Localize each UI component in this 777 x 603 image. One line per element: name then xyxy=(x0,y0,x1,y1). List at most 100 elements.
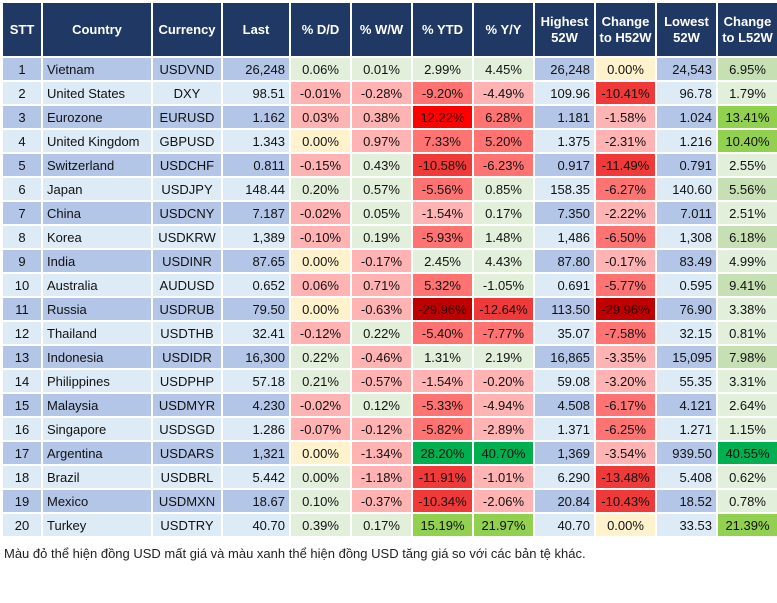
cell-currency: USDSGD xyxy=(151,416,223,442)
cell-ytd: -11.91% xyxy=(411,464,474,490)
header-high52w: Highest 52W xyxy=(533,1,596,58)
cell-ytd: 1.31% xyxy=(411,344,474,370)
cell-ytd: -5.33% xyxy=(411,392,474,418)
cell-currency: USDPHP xyxy=(151,368,223,394)
cell-last: 1,321 xyxy=(221,440,291,466)
header-change-l52w: Change to L52W xyxy=(716,1,777,58)
cell-cl: 10.40% xyxy=(716,128,777,154)
cell-high: 0.917 xyxy=(533,152,596,178)
cell-ch: -5.77% xyxy=(594,272,657,298)
table-row: 6 Japan USDJPY 148.44 0.20% 0.57% -5.56% 0.85% 1… xyxy=(1,176,777,202)
cell-dd: 0.03% xyxy=(289,104,352,130)
cell-ch: -2.22% xyxy=(594,200,657,226)
cell-ytd: 12.22% xyxy=(411,104,474,130)
cell-low: 18.52 xyxy=(655,488,718,514)
cell-low: 939.50 xyxy=(655,440,718,466)
cell-dd: 0.39% xyxy=(289,512,352,538)
cell-country: Mexico xyxy=(41,488,153,514)
cell-high: 40.70 xyxy=(533,512,596,538)
cell-cl: 1.79% xyxy=(716,80,777,106)
cell-ww: -0.57% xyxy=(350,368,413,394)
cell-country: China xyxy=(41,200,153,226)
cell-last: 26,248 xyxy=(221,56,291,82)
cell-ww: -1.34% xyxy=(350,440,413,466)
cell-ytd: 5.32% xyxy=(411,272,474,298)
table-row: 3 Eurozone EURUSD 1.162 0.03% 0.38% 12.22% 6.28… xyxy=(1,104,777,130)
cell-country: Switzerland xyxy=(41,152,153,178)
cell-high: 87.80 xyxy=(533,248,596,274)
cell-high: 1.375 xyxy=(533,128,596,154)
cell-currency: GBPUSD xyxy=(151,128,223,154)
cell-last: 1,389 xyxy=(221,224,291,250)
cell-stt: 16 xyxy=(1,416,43,442)
cell-low: 1.216 xyxy=(655,128,718,154)
cell-ch: -6.25% xyxy=(594,416,657,442)
cell-ww: 0.43% xyxy=(350,152,413,178)
cell-dd: 0.06% xyxy=(289,56,352,82)
cell-country: Brazil xyxy=(41,464,153,490)
cell-low: 15,095 xyxy=(655,344,718,370)
header-currency: Currency xyxy=(151,1,223,58)
cell-ch: -6.27% xyxy=(594,176,657,202)
cell-ww: -1.18% xyxy=(350,464,413,490)
cell-stt: 14 xyxy=(1,368,43,394)
cell-high: 26,248 xyxy=(533,56,596,82)
cell-cl: 2.51% xyxy=(716,200,777,226)
cell-stt: 11 xyxy=(1,296,43,322)
cell-high: 59.08 xyxy=(533,368,596,394)
cell-low: 1,308 xyxy=(655,224,718,250)
table-row: 7 China USDCNY 7.187 -0.02% 0.05% -1.54% 0.17% 7… xyxy=(1,200,777,226)
cell-low: 5.408 xyxy=(655,464,718,490)
cell-yy: -4.94% xyxy=(472,392,535,418)
cell-high: 4.508 xyxy=(533,392,596,418)
cell-country: Japan xyxy=(41,176,153,202)
cell-last: 16,300 xyxy=(221,344,291,370)
table-row: 19 Mexico USDMXN 18.67 0.10% -0.37% -10.34% -2.… xyxy=(1,488,777,514)
cell-yy: -2.89% xyxy=(472,416,535,442)
cell-ww: 0.71% xyxy=(350,272,413,298)
cell-last: 87.65 xyxy=(221,248,291,274)
cell-last: 1.343 xyxy=(221,128,291,154)
cell-stt: 4 xyxy=(1,128,43,154)
cell-last: 1.286 xyxy=(221,416,291,442)
cell-high: 35.07 xyxy=(533,320,596,346)
cell-ch: -3.20% xyxy=(594,368,657,394)
cell-cl: 13.41% xyxy=(716,104,777,130)
cell-ytd: -5.40% xyxy=(411,320,474,346)
cell-high: 1.181 xyxy=(533,104,596,130)
cell-high: 6.290 xyxy=(533,464,596,490)
cell-cl: 0.81% xyxy=(716,320,777,346)
cell-yy: 4.45% xyxy=(472,56,535,82)
cell-ch: -1.58% xyxy=(594,104,657,130)
cell-low: 24,543 xyxy=(655,56,718,82)
cell-yy: 1.48% xyxy=(472,224,535,250)
header-row: STT Country Currency Last % D/D % W/W % … xyxy=(1,1,777,58)
cell-currency: USDINR xyxy=(151,248,223,274)
cell-currency: AUDUSD xyxy=(151,272,223,298)
cell-ytd: 28.20% xyxy=(411,440,474,466)
table-row: 13 Indonesia USDIDR 16,300 0.22% -0.46% 1.31% 2… xyxy=(1,344,777,370)
cell-stt: 8 xyxy=(1,224,43,250)
cell-country: Korea xyxy=(41,224,153,250)
cell-stt: 2 xyxy=(1,80,43,106)
cell-currency: USDRUB xyxy=(151,296,223,322)
cell-high: 109.96 xyxy=(533,80,596,106)
cell-ww: -0.63% xyxy=(350,296,413,322)
cell-stt: 13 xyxy=(1,344,43,370)
cell-ww: -0.12% xyxy=(350,416,413,442)
cell-yy: 0.85% xyxy=(472,176,535,202)
cell-yy: -1.01% xyxy=(472,464,535,490)
cell-country: Eurozone xyxy=(41,104,153,130)
fx-table: STT Country Currency Last % D/D % W/W % … xyxy=(1,1,777,538)
table-row: 12 Thailand USDTHB 32.41 -0.12% 0.22% -5.40% -7… xyxy=(1,320,777,346)
cell-stt: 19 xyxy=(1,488,43,514)
cell-ch: 0.00% xyxy=(594,56,657,82)
cell-last: 0.811 xyxy=(221,152,291,178)
cell-cl: 4.99% xyxy=(716,248,777,274)
cell-cl: 3.38% xyxy=(716,296,777,322)
cell-last: 148.44 xyxy=(221,176,291,202)
cell-last: 79.50 xyxy=(221,296,291,322)
cell-last: 4.230 xyxy=(221,392,291,418)
cell-cl: 21.39% xyxy=(716,512,777,538)
table-row: 14 Philippines USDPHP 57.18 0.21% -0.57% -1.54… xyxy=(1,368,777,394)
